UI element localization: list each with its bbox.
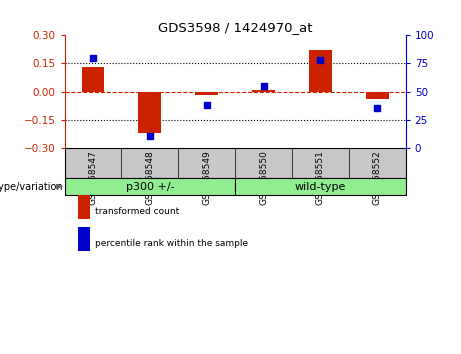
Bar <box>366 92 389 99</box>
Point <box>89 55 97 61</box>
Bar <box>195 92 218 95</box>
Text: GSM458552: GSM458552 <box>373 150 382 205</box>
Text: percentile rank within the sample: percentile rank within the sample <box>95 239 248 248</box>
Bar <box>252 90 275 92</box>
Text: GSM458547: GSM458547 <box>89 150 97 205</box>
Bar <box>82 67 104 92</box>
Text: GSM458551: GSM458551 <box>316 150 325 205</box>
Title: GDS3598 / 1424970_at: GDS3598 / 1424970_at <box>158 21 313 34</box>
Text: wild-type: wild-type <box>295 182 346 192</box>
Point <box>146 134 154 139</box>
Bar <box>138 92 161 133</box>
Text: GSM458548: GSM458548 <box>145 150 154 205</box>
Point <box>203 102 210 108</box>
Bar <box>65 178 235 195</box>
Text: p300 +/-: p300 +/- <box>125 182 174 192</box>
Text: transformed count: transformed count <box>95 207 179 216</box>
Point <box>373 105 381 111</box>
Point <box>317 57 324 63</box>
Bar <box>235 178 406 195</box>
Text: genotype/variation: genotype/variation <box>0 182 64 192</box>
Text: GSM458550: GSM458550 <box>259 150 268 205</box>
Point <box>260 83 267 89</box>
Bar <box>309 50 332 92</box>
Text: GSM458549: GSM458549 <box>202 150 211 205</box>
